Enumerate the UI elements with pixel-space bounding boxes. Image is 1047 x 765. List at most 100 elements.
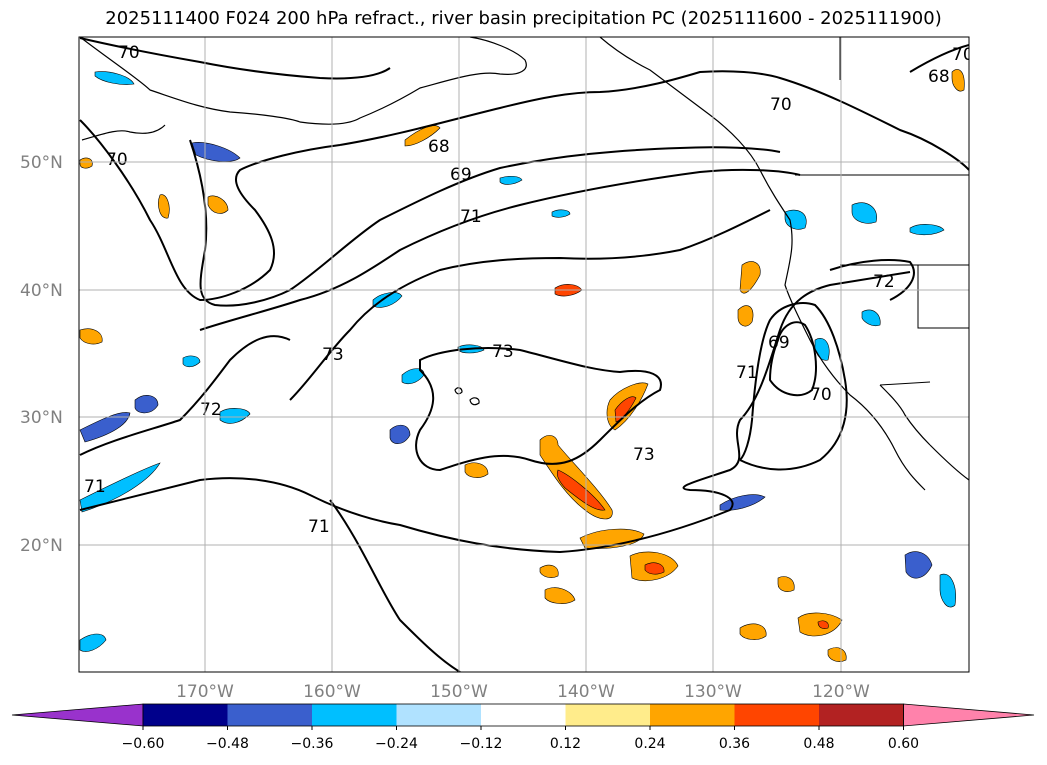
contour-68 <box>339 70 969 171</box>
colorbar-tick-label: 0.60 <box>888 736 919 752</box>
contour-71b <box>79 271 911 554</box>
pos-area <box>737 305 754 327</box>
colorbar-bin <box>143 704 228 726</box>
neg-area <box>389 424 411 444</box>
colorbar: −0.60 −0.48 −0.36 −0.24 −0.12 0.12 0.24 0.36 0.4… <box>11 703 1035 752</box>
longitude-labels: 170°W 160°W 150°W 140°W 130°W 120°W <box>176 682 870 702</box>
colorbar-tick-label: 0.12 <box>550 736 581 752</box>
pos-area <box>827 647 847 662</box>
contour-70c <box>739 302 848 471</box>
contour-label: 71 <box>736 363 758 383</box>
contour-70 <box>79 37 391 80</box>
lat-label: 20°N <box>20 536 63 556</box>
neg-area <box>94 71 135 85</box>
neg-area <box>909 224 945 236</box>
colorbar-bin <box>565 704 650 726</box>
contour-label: 70 <box>118 43 140 63</box>
contour-label: 69 <box>450 165 472 185</box>
colorbar-extend-low <box>11 703 144 727</box>
alaska-coast <box>79 37 527 125</box>
pos-area <box>777 576 795 592</box>
map-title: 2025111400 F024 200 hPa refract., river … <box>105 8 942 29</box>
contour-label-group: 70 70 68 69 71 73 72 71 71 73 70 72 69 7… <box>84 43 974 537</box>
lon-label: 130°W <box>684 682 742 702</box>
pos-area <box>79 157 93 169</box>
colorbar-tick-label: 0.36 <box>719 736 750 752</box>
neg-area <box>499 175 523 185</box>
pos-area <box>539 564 559 578</box>
pos-area <box>158 194 170 219</box>
colorbar-bin <box>650 704 735 726</box>
lon-label: 170°W <box>176 682 234 702</box>
contour-label: 71 <box>460 207 482 227</box>
colorbar-bin <box>312 704 397 726</box>
coastlines <box>79 37 969 491</box>
colorbar-tick-label: −0.60 <box>122 736 165 752</box>
refractivity-contours <box>79 37 969 672</box>
lon-label: 160°W <box>303 682 361 702</box>
contour-label: 70 <box>770 95 792 115</box>
neg-area <box>904 551 933 579</box>
colorbar-extend-high <box>903 703 1035 727</box>
lat-label: 50°N <box>20 153 63 173</box>
aleutian-islands <box>81 124 166 141</box>
colorbar-tick-label: −0.48 <box>206 736 249 752</box>
state-border <box>917 265 969 329</box>
us-mexico-border <box>879 381 931 386</box>
neg-area <box>134 395 159 414</box>
colorbar-bin <box>396 704 481 726</box>
contour-71 <box>199 168 801 331</box>
contour-label: 68 <box>428 137 450 157</box>
colorbar-bin <box>734 704 819 726</box>
neg-area <box>372 292 403 308</box>
contour-label: 73 <box>322 345 344 365</box>
contour-72b <box>79 335 291 456</box>
lon-label: 140°W <box>557 682 615 702</box>
colorbar-tick-label: −0.24 <box>375 736 418 752</box>
pos-area <box>817 620 829 629</box>
contour-72c <box>829 259 915 301</box>
colorbar-tick-label: 0.24 <box>634 736 665 752</box>
mexico-coast <box>929 444 969 481</box>
na-west-coast <box>599 37 926 491</box>
pos-area <box>556 469 606 511</box>
neg-area <box>851 202 877 224</box>
colorbar-tick-label: 0.48 <box>803 736 834 752</box>
contour-label: 73 <box>492 342 514 362</box>
neg-area <box>551 209 571 218</box>
borders <box>795 37 969 386</box>
neg-area <box>79 412 131 443</box>
plot-frame <box>78 36 970 673</box>
contour-70b <box>79 119 341 302</box>
precip-shading-positive <box>79 69 965 662</box>
pos-area <box>207 195 229 214</box>
contour-68b <box>909 44 969 73</box>
contour-label: 73 <box>633 445 655 465</box>
lon-label: 150°W <box>430 682 488 702</box>
hawaii-island <box>454 387 463 395</box>
neg-area <box>219 408 251 424</box>
contour-label: 71 <box>308 517 330 537</box>
contour-69 <box>189 139 781 307</box>
contour-72 <box>289 209 771 401</box>
pos-area <box>404 125 441 147</box>
colorbar-frame <box>142 703 904 727</box>
colorbar-bin <box>819 704 904 726</box>
colorbar-tick-label: −0.12 <box>460 736 503 752</box>
pos-area <box>951 69 965 92</box>
pos-area <box>644 562 665 575</box>
contour-69b <box>768 321 817 397</box>
pos-area <box>464 462 489 478</box>
contour-label: 68 <box>928 67 950 87</box>
lat-label: 30°N <box>20 408 63 428</box>
neg-area <box>939 573 956 608</box>
contour-label: 70 <box>810 385 832 405</box>
contour-71c <box>329 499 461 672</box>
gridlines <box>79 37 969 672</box>
contour-label: 72 <box>873 272 895 292</box>
pos-area <box>579 528 645 549</box>
colorbar-bin <box>481 704 566 726</box>
contour-label: 70 <box>952 45 974 65</box>
lon-label: 120°W <box>812 682 870 702</box>
